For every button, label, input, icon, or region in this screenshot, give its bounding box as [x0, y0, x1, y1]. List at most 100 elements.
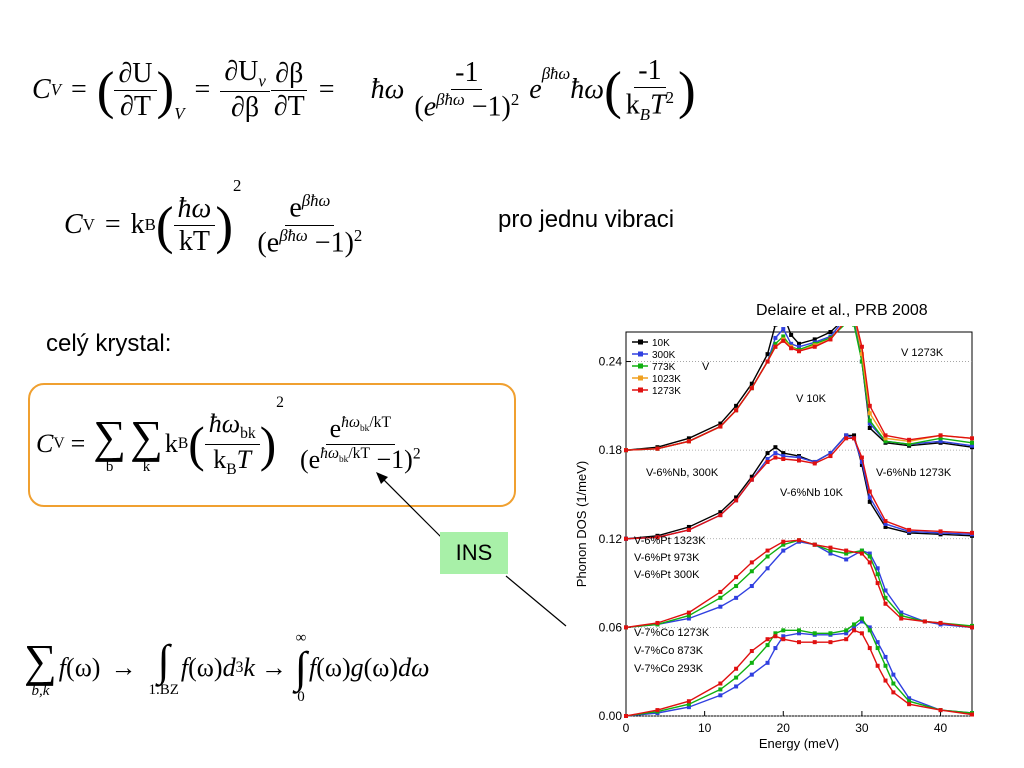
data-point	[867, 426, 872, 430]
eq3-fraction: ħωbk kBT	[204, 409, 260, 478]
data-point	[907, 437, 912, 442]
eq2-e-num-exp: βħω	[301, 191, 331, 211]
series-line-v-7-co	[625, 617, 973, 717]
data-point	[938, 439, 943, 444]
data-point	[883, 595, 888, 600]
curve-annotation: V-6%Pt 973K	[634, 552, 700, 564]
eq4-sum: ∑ b,k	[24, 637, 57, 699]
eq3-equals: =	[70, 429, 86, 458]
eq3-k: k	[164, 429, 178, 458]
data-point	[781, 539, 786, 544]
y-tick-label: 0.00	[599, 709, 623, 723]
data-point	[828, 337, 833, 342]
legend-marker	[638, 363, 643, 369]
eq1-frac1-den-pow: 2	[510, 89, 520, 109]
data-point	[773, 631, 778, 636]
eq3-den-exp-sub: bk	[338, 454, 349, 465]
series-line-v-6-pt	[625, 540, 973, 629]
data-point	[828, 454, 833, 459]
data-point	[828, 548, 833, 553]
data-point	[655, 620, 660, 625]
eq3-lhs: C	[36, 429, 54, 458]
data-point	[852, 625, 857, 630]
eq1-equals: =	[70, 74, 87, 105]
data-point	[938, 620, 943, 625]
equation-sum-to-integral: ∑ b,k f (ω) → ∫ 1.BZ f (ω) d 3 k → ∞ ∫ 0 f (ω)…	[22, 618, 429, 718]
data-point	[907, 702, 912, 707]
eq4-arg3: (ω)	[316, 653, 351, 682]
x-tick-label: 30	[855, 721, 869, 735]
curve-annotation: V-7%Co 1273K	[634, 627, 710, 639]
data-point	[773, 341, 778, 346]
data-point	[781, 637, 786, 642]
eq1-rparen: )	[156, 60, 175, 120]
data-point	[789, 346, 794, 351]
data-point	[624, 536, 628, 541]
data-point	[867, 560, 872, 565]
eq4-d-pow: 3	[235, 659, 244, 676]
legend-marker	[638, 375, 643, 381]
legend-label: 300K	[652, 350, 676, 361]
data-point	[797, 341, 801, 346]
data-point	[867, 418, 872, 423]
data-point	[907, 699, 912, 704]
eq3-den-exp: ħω	[320, 444, 339, 462]
eq3-exp-fraction: eħωbk/kT (eħωbk/kT −1)2	[299, 413, 421, 474]
data-point	[828, 631, 833, 636]
data-point	[867, 554, 872, 559]
curve-annotation: V-6%Nb 10K	[780, 487, 844, 499]
eq1-frac2-den-k: k	[625, 89, 640, 121]
eq3-pow: 2	[276, 394, 284, 411]
eq3-frac-den-T: T	[236, 444, 252, 474]
eq1-mid-fraction: ∂Uv ∂β	[220, 56, 270, 125]
data-point	[828, 451, 833, 456]
data-point	[797, 455, 801, 460]
data-point	[749, 560, 754, 565]
eq4-f3: f	[308, 653, 317, 682]
data-point	[718, 513, 723, 518]
eq3-lparen: (	[188, 416, 205, 472]
single-vibration-note: pro jednu vibraci	[498, 206, 675, 233]
data-point	[883, 436, 888, 441]
series-line-v-7-co	[625, 620, 973, 717]
data-point	[686, 616, 691, 621]
curve-annotation: V 10K	[796, 393, 827, 405]
curve-annotation: V-6%Pt 300K	[634, 569, 700, 581]
data-point	[718, 589, 723, 594]
eq4-int-2: ∫	[294, 643, 307, 692]
data-point	[765, 359, 770, 364]
data-point	[883, 522, 888, 526]
data-point	[749, 569, 754, 574]
eq1-equals-3: =	[318, 74, 335, 105]
data-point	[797, 538, 801, 543]
data-point	[883, 601, 888, 606]
data-point	[734, 495, 739, 500]
data-point	[867, 646, 872, 651]
data-point	[718, 693, 723, 698]
curve-annotation: V-6%Pt 1323K	[634, 535, 706, 547]
data-point	[781, 548, 786, 553]
eq3-den-exp-tail: /kT	[348, 444, 370, 462]
eq4-sum-sub: b,k	[31, 682, 50, 699]
series-line-v-6-nb	[625, 437, 973, 540]
data-point	[828, 545, 833, 550]
data-point	[749, 477, 754, 482]
data-point	[749, 381, 754, 386]
data-point	[938, 433, 943, 438]
curve-annotation: V 1273K	[901, 347, 944, 359]
citation: Delaire et al., PRB 2008	[756, 302, 928, 319]
data-point	[686, 436, 691, 441]
eq1-frac1-den-exp: βħω	[436, 89, 465, 109]
data-point	[686, 702, 691, 707]
data-point	[812, 542, 817, 547]
series-line-v-6-pt	[625, 539, 973, 629]
data-point	[765, 566, 770, 571]
crystal-label: celý krystal:	[46, 330, 172, 357]
data-point	[859, 455, 864, 460]
data-point	[875, 640, 880, 645]
data-point	[812, 337, 817, 342]
data-point	[749, 386, 754, 391]
